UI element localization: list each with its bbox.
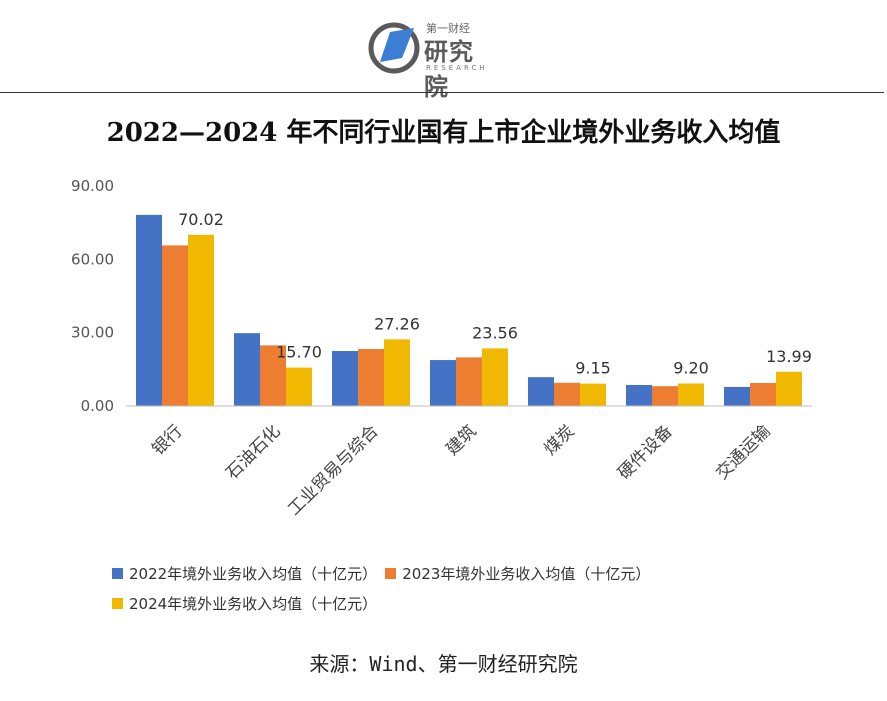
- legend-item-2023: 2023年境外业务收入均值（十亿元）: [385, 563, 650, 584]
- logo-main-text: 研究院: [424, 38, 474, 101]
- bar-2024: [286, 367, 312, 406]
- y-tick-label: 60.00: [71, 250, 114, 268]
- chart-title: 2022—2024 年不同行业国有上市企业境外业务收入均值: [106, 118, 781, 148]
- category-label: 煤炭: [540, 421, 578, 459]
- y-tick-label: 0.00: [81, 397, 114, 415]
- bar-2023: [750, 383, 776, 406]
- bar-chart: 0.00 30.00 60.00 90.00 70.02 银行 15.70 石油石化 27.26…: [71, 177, 812, 520]
- bar-2024: [580, 383, 606, 406]
- legend-swatch-2022: [112, 567, 123, 579]
- legend-swatch-2023: [385, 567, 397, 579]
- data-label: 27.26: [374, 314, 420, 333]
- bar-2024: [776, 371, 802, 406]
- bar-2024: [384, 339, 410, 406]
- category-label: 石油石化: [222, 421, 284, 483]
- bar-2022: [430, 360, 456, 406]
- logo-top-text: 第一财经: [426, 22, 470, 35]
- bar-2022: [136, 214, 162, 406]
- data-label: 9.20: [673, 359, 709, 378]
- category-label: 银行: [148, 421, 186, 459]
- logo-icon: [368, 22, 420, 74]
- bar-2022: [332, 351, 358, 406]
- bar-2024: [482, 348, 508, 406]
- category-label: 建筑: [442, 421, 480, 459]
- bar-2022: [626, 384, 652, 406]
- y-tick-label: 30.00: [71, 324, 114, 342]
- legend-swatch-2024: [112, 597, 123, 609]
- bar-2024: [678, 383, 704, 406]
- bar-2024: [188, 234, 214, 406]
- category-label: 工业贸易与综合: [284, 421, 382, 519]
- bar-2023: [456, 357, 482, 406]
- y-tick-label: 90.00: [71, 177, 114, 195]
- bar-2022: [528, 377, 554, 406]
- source-note: 来源：Wind、第一财经研究院: [309, 652, 578, 676]
- bar-2023: [652, 386, 678, 406]
- bar-2022: [724, 386, 750, 406]
- legend-label-2022: 2022年境外业务收入均值（十亿元）: [129, 564, 378, 583]
- header-divider: [0, 92, 884, 93]
- legend-label-2023: 2023年境外业务收入均值（十亿元）: [402, 564, 651, 583]
- logo-sub-text: RESEARCH: [426, 64, 488, 72]
- data-label: 23.56: [472, 323, 518, 342]
- bar-2023: [554, 382, 580, 406]
- bar-2023: [260, 345, 286, 406]
- bar-2022: [234, 333, 260, 406]
- data-label: 70.02: [178, 210, 224, 229]
- data-label: 13.99: [766, 347, 812, 366]
- bar-2023: [358, 349, 384, 406]
- category-label: 硬件设备: [614, 421, 676, 483]
- legend: 2022年境外业务收入均值（十亿元） 2023年境外业务收入均值（十亿元） 20…: [112, 558, 658, 618]
- data-label: 15.70: [276, 343, 322, 362]
- legend-label-2024: 2024年境外业务收入均值（十亿元）: [129, 594, 378, 613]
- legend-item-2022: 2022年境外业务收入均值（十亿元）: [112, 563, 377, 584]
- bar-2023: [162, 245, 188, 406]
- logo: 第一财经 研究院 RESEARCH: [368, 16, 498, 101]
- legend-item-2024: 2024年境外业务收入均值（十亿元）: [112, 593, 377, 614]
- data-label: 9.15: [575, 359, 611, 378]
- category-label: 交通运输: [712, 421, 774, 483]
